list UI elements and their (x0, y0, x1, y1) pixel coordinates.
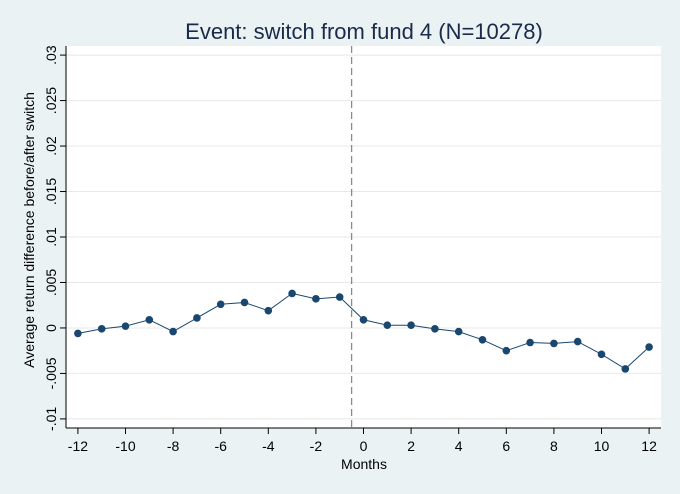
data-point (645, 343, 653, 351)
data-point (74, 329, 82, 338)
x-tick-label: 10 (594, 438, 610, 454)
y-tick-label: .005 (43, 269, 59, 296)
data-point (193, 314, 201, 322)
x-tick-label: -4 (262, 438, 275, 454)
data-point (454, 327, 463, 336)
series-layer (74, 289, 653, 373)
data-point (502, 346, 511, 355)
x-tick-label: 6 (502, 438, 510, 454)
data-point (526, 338, 534, 347)
x-tick-label: -6 (214, 438, 227, 454)
x-tick-label: 8 (550, 438, 558, 454)
data-point (216, 300, 225, 309)
y-tick-label: .025 (43, 87, 59, 114)
y-axis-label: Average return difference before/after s… (21, 92, 37, 368)
data-point (407, 321, 415, 330)
data-point (621, 365, 630, 373)
y-tick-label: .01 (43, 227, 59, 247)
y-tick-label: .03 (43, 45, 59, 65)
x-tick-label: -12 (68, 438, 88, 454)
y-tick-label: .02 (43, 136, 59, 156)
data-point (478, 335, 487, 344)
data-point (383, 321, 392, 330)
x-tick-label: 2 (407, 438, 415, 454)
y-tick-label: -.005 (43, 357, 59, 389)
data-point (288, 289, 296, 298)
grid-lines (66, 54, 661, 420)
data-point (335, 293, 344, 301)
y-tick-label: 0 (43, 324, 59, 332)
data-point (550, 339, 558, 348)
tick-labels: -.01 -.005 0 .005 .01 .015 .02 .025 .03 -12 -10 -8 -… (43, 45, 657, 454)
x-tick-label: -2 (310, 438, 323, 454)
data-point (240, 298, 249, 307)
data-point (264, 306, 273, 315)
y-tick-label: -.01 (43, 407, 59, 431)
x-tick-label: 12 (641, 438, 657, 454)
x-tick-label: 4 (455, 438, 463, 454)
data-point (359, 315, 368, 324)
data-point (573, 337, 582, 346)
data-point (145, 315, 154, 324)
axes (60, 46, 661, 434)
data-point (169, 327, 177, 336)
x-axis-label: Months (341, 456, 387, 472)
data-point (312, 295, 320, 303)
data-point (97, 325, 106, 333)
data-point (597, 350, 606, 359)
y-tick-label: .015 (43, 178, 59, 205)
x-tick-label: -10 (115, 438, 135, 454)
x-tick-label: 0 (360, 438, 368, 454)
data-point (431, 325, 439, 333)
x-tick-label: -8 (167, 438, 180, 454)
chart-title: Event: switch from fund 4 (N=10278) (185, 19, 543, 44)
data-point (121, 322, 130, 330)
